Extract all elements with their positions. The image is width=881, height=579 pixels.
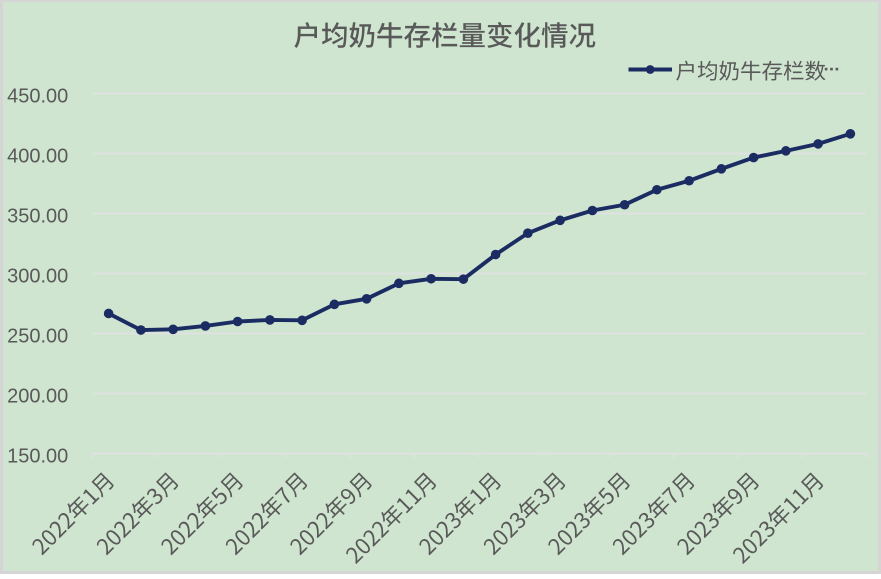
svg-text:450.00: 450.00 — [7, 85, 68, 107]
svg-text:350.00: 350.00 — [7, 205, 68, 227]
svg-text:200.00: 200.00 — [7, 385, 68, 407]
svg-text:250.00: 250.00 — [7, 325, 68, 347]
svg-text:150.00: 150.00 — [7, 445, 68, 467]
svg-text:400.00: 400.00 — [7, 145, 68, 167]
svg-text:300.00: 300.00 — [7, 265, 68, 287]
